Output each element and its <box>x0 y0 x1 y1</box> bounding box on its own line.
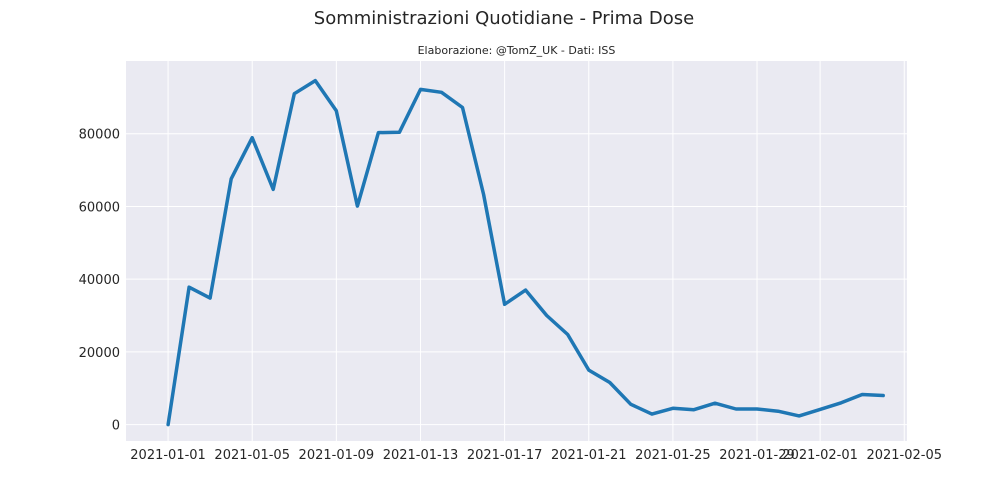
y-tick-label: 60000 <box>79 200 120 215</box>
x-tick-label: 2021-02-01 <box>782 448 858 463</box>
data-point <box>566 333 569 336</box>
data-point <box>272 188 275 191</box>
data-point <box>503 303 506 306</box>
data-point <box>734 407 738 411</box>
x-tick-label: 2021-01-13 <box>383 448 459 463</box>
data-point <box>398 131 401 134</box>
data-point <box>882 394 885 397</box>
data-point <box>755 407 759 411</box>
y-tick-label: 40000 <box>79 273 120 288</box>
data-point <box>797 414 801 418</box>
data-point <box>692 408 696 411</box>
data-point <box>229 177 233 181</box>
x-axis-ticks: 2021-01-01 2021-01-05 2021-01-09 2021-01-13… <box>130 448 942 463</box>
data-point <box>587 368 590 372</box>
data-point <box>293 92 296 95</box>
plot-area <box>126 61 907 441</box>
x-tick-label: 2021-02-05 <box>866 448 942 463</box>
data-point <box>187 285 191 289</box>
x-tick-label: 2021-01-01 <box>130 448 206 463</box>
y-tick-label: 80000 <box>79 128 120 143</box>
data-point <box>860 393 864 396</box>
chart-subtitle: Elaborazione: @TomZ_UK - Dati: ISS <box>417 44 616 57</box>
data-point <box>671 407 675 410</box>
data-point <box>377 131 380 134</box>
data-point <box>713 401 717 405</box>
data-point <box>208 296 212 300</box>
data-point <box>545 314 548 317</box>
data-point <box>839 401 843 405</box>
x-tick-label: 2021-01-17 <box>467 448 543 463</box>
x-tick-label: 2021-01-29 <box>719 448 795 463</box>
data-point <box>166 423 170 426</box>
x-tick-label: 2021-01-21 <box>551 448 627 463</box>
data-point <box>524 288 527 292</box>
y-axis-ticks: 0 20000 40000 60000 80000 <box>79 128 120 434</box>
data-point <box>314 79 317 82</box>
data-point <box>440 91 443 94</box>
data-point <box>482 193 485 196</box>
x-tick-label: 2021-01-09 <box>299 448 375 463</box>
y-tick-label: 0 <box>112 419 120 434</box>
y-tick-label: 20000 <box>79 346 120 361</box>
data-point <box>356 204 359 208</box>
grid-lines <box>126 61 907 441</box>
data-point <box>776 409 780 413</box>
data-point <box>419 88 422 91</box>
x-tick-label: 2021-01-05 <box>214 448 290 463</box>
data-point <box>251 136 254 139</box>
data-point <box>629 403 633 406</box>
data-point <box>818 408 822 411</box>
x-tick-label: 2021-01-25 <box>635 448 711 463</box>
series-group <box>166 78 885 427</box>
data-point <box>461 106 464 109</box>
data-point <box>608 381 611 384</box>
data-point <box>335 109 338 113</box>
data-point <box>650 412 654 416</box>
chart-title: Somministrazioni Quotidiane - Prima Dose <box>313 8 695 29</box>
